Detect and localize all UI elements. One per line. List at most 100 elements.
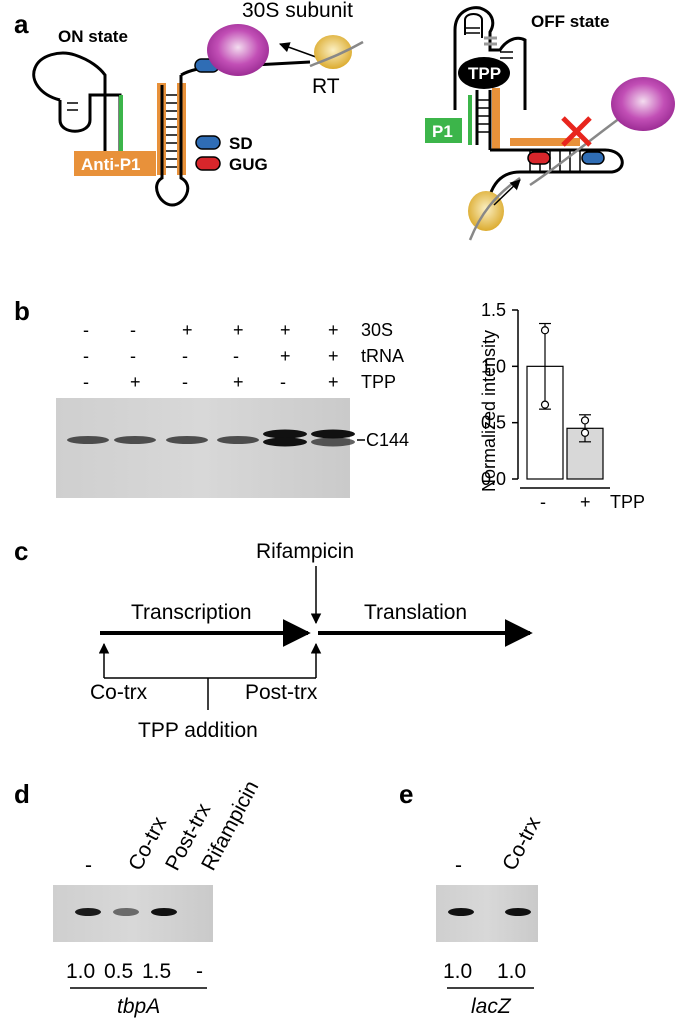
gel-band: [114, 436, 156, 444]
tpp-ligand: [458, 57, 510, 89]
sd-legend-label: SD: [229, 134, 253, 153]
chart-point: [540, 326, 550, 335]
lane-sign: +: [328, 346, 339, 366]
panel-e-letter: e: [399, 779, 413, 809]
sd-legend-swatch: [195, 135, 221, 150]
panel-a: a ON state: [14, 0, 675, 241]
value-d-4: -: [196, 960, 203, 983]
on-left-loop: [32, 51, 107, 170]
anti-p1-label: Anti-P1: [81, 155, 141, 174]
off-state-label: OFF state: [531, 12, 609, 31]
chart-point: [580, 416, 590, 425]
gel-band: [448, 908, 474, 916]
panel-c: c Rifampicin Transcription Translation C…: [14, 536, 533, 742]
off-orange-stem: [492, 88, 500, 150]
p1-label-box: [425, 118, 462, 143]
gel-b: [56, 398, 350, 498]
lane-sign: -: [130, 346, 136, 366]
lane-e-1: -: [455, 854, 462, 877]
p1-label: P1: [432, 122, 453, 141]
lane-sign: -: [280, 372, 286, 392]
lane-sign: +: [233, 372, 244, 392]
rt-label: RT: [312, 75, 340, 98]
gel-band: [263, 429, 307, 439]
gel-band: [113, 908, 139, 916]
chart-ylabel: Normalized intensity: [479, 330, 499, 492]
on-state-diagram: ON state: [32, 0, 364, 207]
anti-p1-label-box: [74, 151, 156, 176]
panel-e: e - Co-trx 1.0 1.0 lacZ: [399, 779, 545, 1018]
chart-ytick-label: 1.0: [481, 356, 506, 376]
tpp-addition-label: TPP addition: [138, 719, 258, 742]
lane-sign: +: [233, 320, 244, 340]
off-aptamer: [453, 6, 527, 110]
lane-signs: - - - - - + + - - + - + + + - + + +: [83, 320, 339, 392]
lane-sign: -: [182, 346, 188, 366]
gel-band: [75, 908, 101, 916]
gel-b-bands: [67, 429, 355, 447]
bar-chart: Normalized intensity TPP 0.0 0.5 1.0 1.5 - +: [479, 300, 645, 512]
off-gug-element: [527, 151, 551, 165]
gel-band: [217, 436, 259, 444]
lane-sign: +: [280, 320, 291, 340]
gug-legend-label: GUG: [229, 155, 268, 174]
lane-sign: -: [233, 346, 239, 366]
rt-primer-off: [529, 116, 621, 187]
off-sd-stem: [478, 148, 624, 221]
value-d-2: 0.5: [104, 960, 133, 983]
gel-band: [505, 908, 531, 916]
lane-sign: -: [182, 372, 188, 392]
lane-sign: -: [83, 320, 89, 340]
chart-xlabel: TPP: [610, 492, 645, 512]
chart-xtick-label: +: [580, 492, 591, 512]
co-trx-label: Co-trx: [90, 681, 148, 704]
value-d-1: 1.0: [66, 960, 95, 983]
chart-point: [580, 428, 590, 437]
chart-ytick-label: 0.5: [481, 413, 506, 433]
panel-d-letter: d: [14, 779, 30, 809]
panel-a-letter: a: [14, 9, 29, 39]
lane-d-1: -: [85, 854, 92, 877]
chart-ytick-label: 0.0: [481, 469, 506, 489]
on-state-label: ON state: [58, 27, 128, 46]
rt-direction-arrow: [279, 42, 317, 58]
lane-sign: +: [328, 372, 339, 392]
rt-direction-arrow-off: [493, 179, 521, 206]
transcription-label: Transcription: [131, 601, 252, 624]
on-small-hairpin: [58, 93, 122, 170]
gene-tbpa: tbpA: [117, 995, 160, 1018]
panel-b: b - - - - - + + - - + - + + + - + + + 30S tRNA TPP C144 N…: [14, 296, 645, 512]
ribosome-30s-on: [207, 24, 269, 76]
lane-e-2: Co-trx: [498, 813, 545, 875]
ribosome-30s-off: [611, 77, 675, 131]
gene-lacz: lacZ: [471, 995, 512, 1018]
post-trx-label: Post-trx: [245, 681, 318, 704]
chart-ytick-label: 1.5: [481, 300, 506, 320]
panel-c-letter: c: [14, 536, 28, 566]
off-state-diagram: OFF state TPP P1: [425, 6, 675, 241]
tpp-ligand-label: TPP: [468, 64, 501, 83]
row-label-trna: tRNA: [361, 346, 404, 366]
lane-sign: +: [130, 372, 141, 392]
rt-primer-on: [309, 40, 364, 68]
gel-d-bands: [75, 908, 177, 916]
chart-point: [540, 400, 550, 409]
gel-band: [311, 429, 355, 439]
gel-band: [166, 436, 208, 444]
chart-xtick-label: -: [540, 492, 546, 512]
lane-sign: -: [83, 346, 89, 366]
row-label-30s: 30S: [361, 320, 393, 340]
translation-label: Translation: [364, 601, 467, 624]
lane-sign: +: [182, 320, 193, 340]
on-stem-loop: [155, 75, 190, 207]
gel-band: [263, 437, 307, 447]
gel-band: [311, 437, 355, 447]
band-label-c144: C144: [366, 430, 409, 450]
gel-band: [151, 908, 177, 916]
rifampicin-label: Rifampicin: [256, 540, 354, 563]
panel-d: d - Co-trx Post-trx Rifampicin 1.0 0.5 1…: [14, 777, 263, 1018]
lane-sign: -: [130, 320, 136, 340]
panel-b-letter: b: [14, 296, 30, 326]
lane-sign: +: [280, 346, 291, 366]
off-sd-element: [581, 151, 605, 165]
